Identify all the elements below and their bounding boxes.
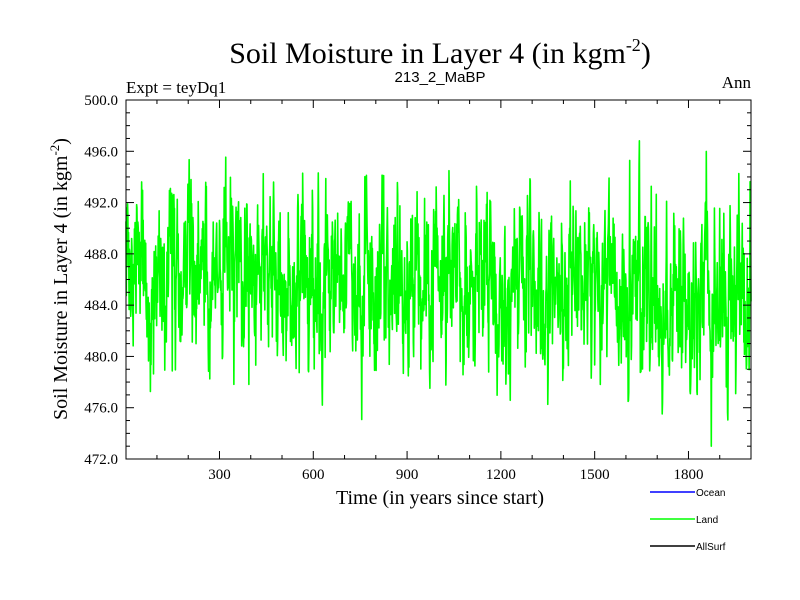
x-tick-label: 300: [208, 467, 231, 483]
chart-title: Soil Moisture in Layer 4 (in kgm-2): [229, 35, 651, 70]
legend-label-land: Land: [696, 515, 718, 526]
experiment-label: Expt = teyDq1: [126, 78, 226, 97]
legend: Ocean Land AllSurf: [650, 488, 726, 553]
axes: 472.0 476.0 480.0 484.0 488.0 492.0 496.0 500.0…: [84, 93, 751, 483]
land-series-line: [125, 139, 752, 447]
y-tick-label: 496.0: [84, 144, 118, 160]
center-subtitle: 213_2_MaBP: [395, 69, 486, 86]
legend-label-allsurf: AllSurf: [696, 542, 726, 553]
y-tick-label: 488.0: [84, 247, 118, 263]
y-tick-label: 500.0: [84, 93, 118, 109]
y-tick-label: 472.0: [84, 452, 118, 468]
plot-frame: [125, 99, 752, 460]
y-tick-label: 480.0: [84, 349, 118, 365]
land-series: [125, 139, 752, 447]
x-tick-label: 1500: [580, 467, 610, 483]
x-tick-label: 600: [302, 467, 325, 483]
x-tick-label: 1200: [486, 467, 516, 483]
legend-label-ocean: Ocean: [696, 488, 725, 499]
y-tick-label: 492.0: [84, 196, 118, 212]
y-axis-label: Soil Moisture in Layer 4 (in kgm-2): [47, 138, 72, 420]
x-tick-label: 900: [396, 467, 419, 483]
y-tick-label: 484.0: [84, 298, 118, 314]
x-tick-label: 1800: [673, 467, 703, 483]
season-label: Ann: [722, 73, 752, 92]
x-axis-label: Time (in years since start): [336, 487, 544, 509]
y-tick-label: 476.0: [84, 401, 118, 417]
